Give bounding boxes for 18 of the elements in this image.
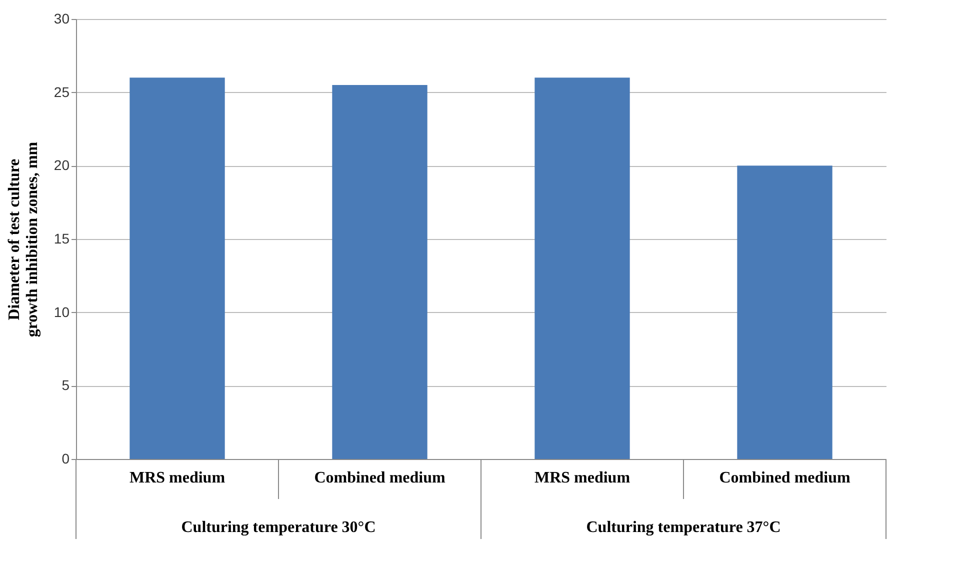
bar <box>534 78 630 459</box>
x-tick-label: MRS medium <box>534 470 631 486</box>
x-tick-label: MRS medium <box>129 470 226 486</box>
text: Culturing temperature 37°C <box>586 519 781 536</box>
x-tick-label: Combined medium <box>314 470 446 486</box>
bar <box>130 78 225 459</box>
x-tick-label: Combined medium <box>719 470 851 486</box>
y-tick-label: 0 <box>62 450 70 466</box>
y-tick-label: 25 <box>54 84 70 100</box>
y-tick-label: 5 <box>62 377 70 394</box>
y-tick-label: 10 <box>54 304 70 320</box>
y-axis-title: Diameter of test culture growth inhibition zones, mm <box>6 141 41 338</box>
y-tick-label: 15 <box>54 230 70 246</box>
y-tick-label: 20 <box>54 157 70 174</box>
y-tick-label: 30 <box>54 10 70 26</box>
bar <box>332 85 428 459</box>
text: Culturing temperature 30°C <box>181 519 376 536</box>
bar <box>737 166 832 459</box>
